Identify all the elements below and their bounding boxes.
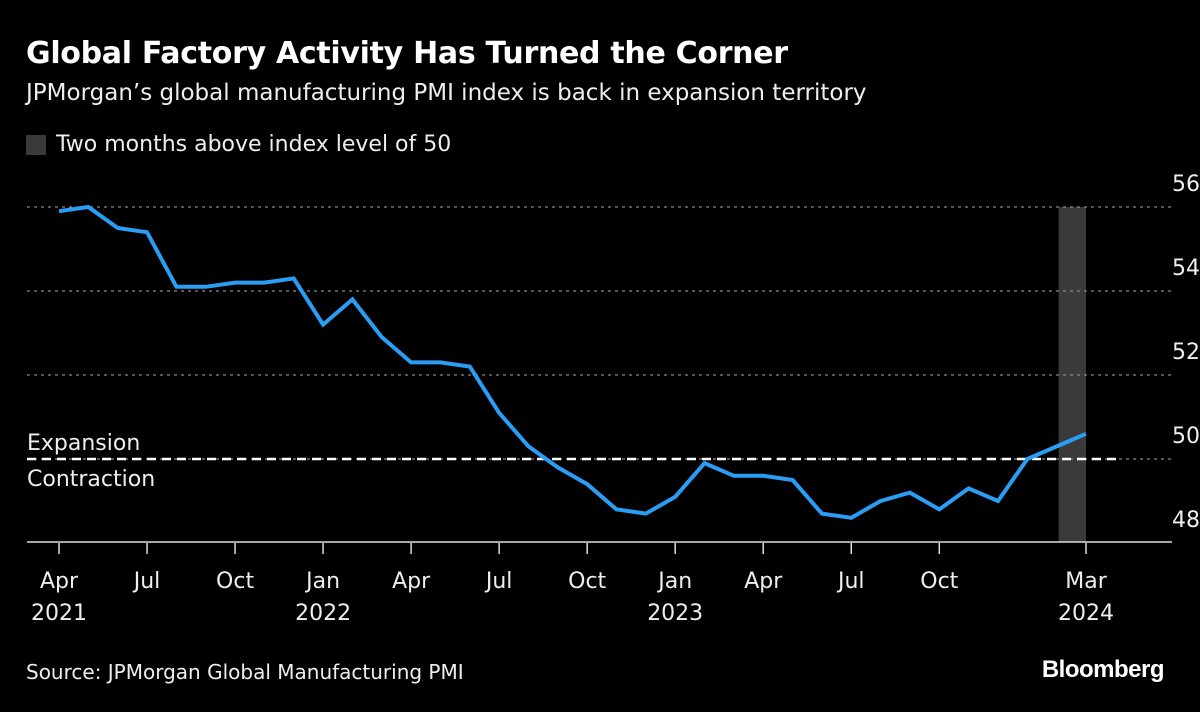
bloomberg-logo: Bloomberg [1041, 656, 1165, 683]
x-tick-label: Oct [920, 569, 958, 594]
y-tick-label: 50 [1172, 424, 1200, 449]
x-tick-label: Jul [836, 569, 865, 594]
x-tick-label: Apr [744, 569, 783, 594]
x-tick-year-label: 2021 [31, 601, 87, 626]
y-tick-label: 52 [1172, 340, 1200, 365]
expansion-label: Expansion [27, 431, 140, 456]
x-tick-label: Mar [1065, 569, 1107, 594]
x-tick-label: Jan [656, 569, 692, 594]
x-tick-year-label: 2022 [295, 601, 351, 626]
x-tick-label: Apr [40, 569, 79, 594]
legend: Two months above index level of 50 [26, 132, 451, 157]
x-tick-label: Oct [216, 569, 254, 594]
contraction-label: Contraction [27, 467, 155, 492]
x-tick-label: Jul [132, 569, 161, 594]
x-tick-label: Jan [304, 569, 340, 594]
x-tick-label: Oct [568, 569, 606, 594]
chart-subtitle: JPMorgan’s global manufacturing PMI inde… [26, 80, 867, 106]
y-tick-label: 48 [1172, 508, 1200, 533]
x-tick-year-label: 2023 [647, 601, 703, 626]
x-tick-year-label: 2024 [1058, 601, 1114, 626]
chart-title: Global Factory Activity Has Turned the C… [26, 36, 788, 71]
source-note: Source: JPMorgan Global Manufacturing PM… [26, 660, 464, 684]
pmi-series-line [58, 204, 1087, 520]
legend-label: Two months above index level of 50 [56, 132, 452, 157]
y-tick-label: 56 [1172, 172, 1200, 197]
x-tick-label: Jul [484, 569, 513, 594]
legend-swatch [26, 134, 46, 155]
y-tick-label: 54 [1172, 256, 1200, 281]
x-tick-label: Apr [392, 569, 431, 594]
